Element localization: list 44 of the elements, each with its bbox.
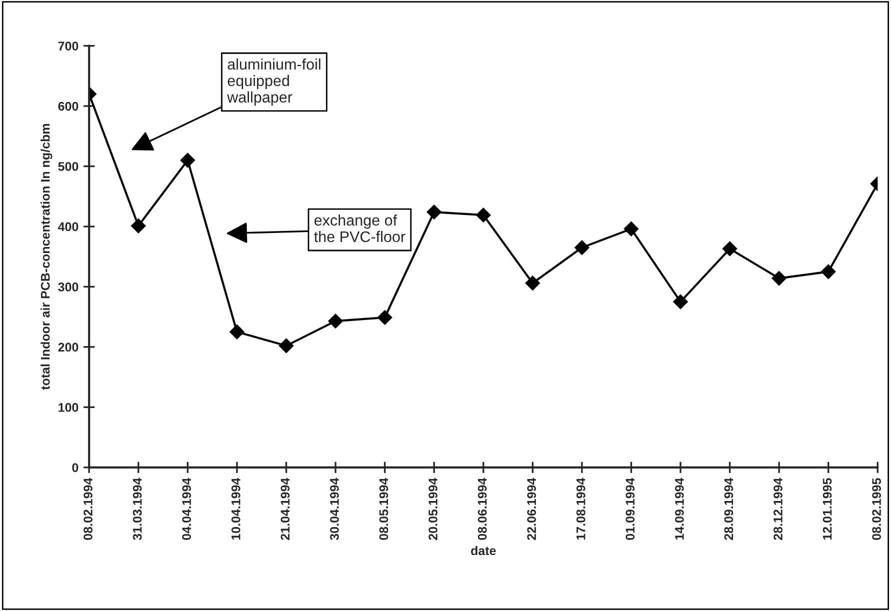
y-tick-label: 0 — [72, 463, 78, 472]
x-tick-label: 17.08.1994 — [576, 478, 586, 540]
point — [574, 240, 590, 255]
x-tick-label: 28.09.1994 — [724, 478, 734, 540]
x-tick-label: 08.02.1994 — [84, 478, 92, 540]
x-tick-label: 30.04.1994 — [330, 478, 339, 540]
x-tick-label: 04.04.1994 — [182, 478, 192, 540]
x-tick-label: 08.02.1995 — [872, 478, 881, 540]
point — [476, 208, 491, 222]
x-tick-label: 14.09.1994 — [675, 478, 684, 540]
annotation: aluminium-foil equipped wallpaper — [227, 58, 320, 106]
y-tick-label: 600 — [58, 102, 78, 111]
x-tick-label: 08.06.1994 — [478, 478, 487, 540]
point — [328, 314, 343, 328]
point — [624, 222, 639, 236]
x-axis-title: date — [471, 546, 496, 556]
point — [772, 270, 786, 286]
point — [722, 241, 738, 256]
y-tick-label: 400 — [58, 222, 78, 232]
point — [426, 204, 442, 220]
y-tick-label: 700 — [58, 42, 78, 50]
y-tick-label: 500 — [58, 162, 78, 171]
x-tick-label: 31.03.1994 — [132, 478, 142, 540]
x-tick-label: 22.06.1994 — [527, 478, 536, 540]
annotation: exchange of the PVC-floor — [314, 214, 406, 242]
point — [230, 324, 244, 340]
x-tick-label: 01.09.1994 — [626, 478, 635, 540]
x-tick-label: 10.04.1994 — [231, 478, 240, 540]
y-tick-label: 200 — [58, 342, 78, 352]
x-tick-label: 21.04.1994 — [280, 478, 290, 540]
x-tick-label: 12.01.1995 — [822, 478, 832, 540]
point — [130, 218, 146, 234]
y-tick-label: 100 — [58, 402, 78, 412]
y-tick-label: 300 — [58, 282, 78, 292]
point — [377, 310, 392, 325]
point — [673, 294, 688, 310]
y-axis-title: total Indoor air PCB-concentration In ng/cbm — [40, 124, 52, 390]
x-tick-label: 08.05.1994 — [379, 478, 388, 540]
x-tick-label: 28.12.1994 — [774, 478, 782, 540]
point — [278, 338, 294, 354]
point — [820, 264, 836, 280]
point — [180, 152, 196, 168]
point — [525, 276, 540, 291]
x-tick-label: 20.05.1994 — [428, 478, 438, 540]
